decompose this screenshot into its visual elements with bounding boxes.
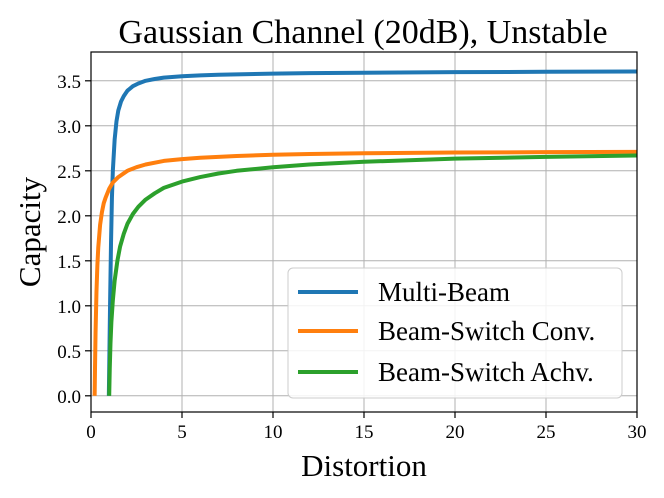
legend-box <box>287 267 623 399</box>
legend: Multi-Beam Beam-Switch Conv. Beam-Switch… <box>287 267 623 399</box>
y-tick-label: 3.0 <box>57 117 81 138</box>
series-line-beam-switch-achv <box>107 153 638 396</box>
x-tick-label: 30 <box>628 422 647 443</box>
y-tick-label: 0.5 <box>57 342 81 363</box>
x-tick-label: 5 <box>177 422 187 443</box>
y-tick-label: 0.0 <box>57 387 81 408</box>
y-tick-label: 2.0 <box>57 207 81 228</box>
x-tick-label: 15 <box>355 422 374 443</box>
x-tick-label: 10 <box>264 422 283 443</box>
series-line-multi-beam <box>106 69 638 396</box>
legend-label-beam-switch-achv: Beam-Switch Achv. <box>378 357 594 387</box>
legend-label-beam-switch-conv: Beam-Switch Conv. <box>378 316 595 346</box>
x-axis-label: Distortion <box>301 448 427 483</box>
y-tick-label: 1.0 <box>57 297 81 318</box>
series-line-beam-switch-conv <box>92 149 638 396</box>
plot-area <box>92 69 638 396</box>
legend-label-multi-beam: Multi-Beam <box>378 277 510 307</box>
y-tick-label: 2.5 <box>57 162 81 183</box>
axis-ticks: 0 5 10 15 20 25 30 0.0 0.5 1.0 1.5 2.0 2.5 3.0 3.5 <box>57 72 646 443</box>
x-tick-label: 25 <box>537 422 556 443</box>
y-tick-label: 3.5 <box>57 72 81 93</box>
y-tick-label: 1.5 <box>57 252 81 273</box>
x-tick-label: 20 <box>446 422 465 443</box>
grid <box>90 52 638 412</box>
x-tick-label: 0 <box>86 422 96 443</box>
y-axis-label: Capacity <box>12 176 47 287</box>
chart-title: Gaussian Channel (20dB), Unstable <box>118 14 607 51</box>
